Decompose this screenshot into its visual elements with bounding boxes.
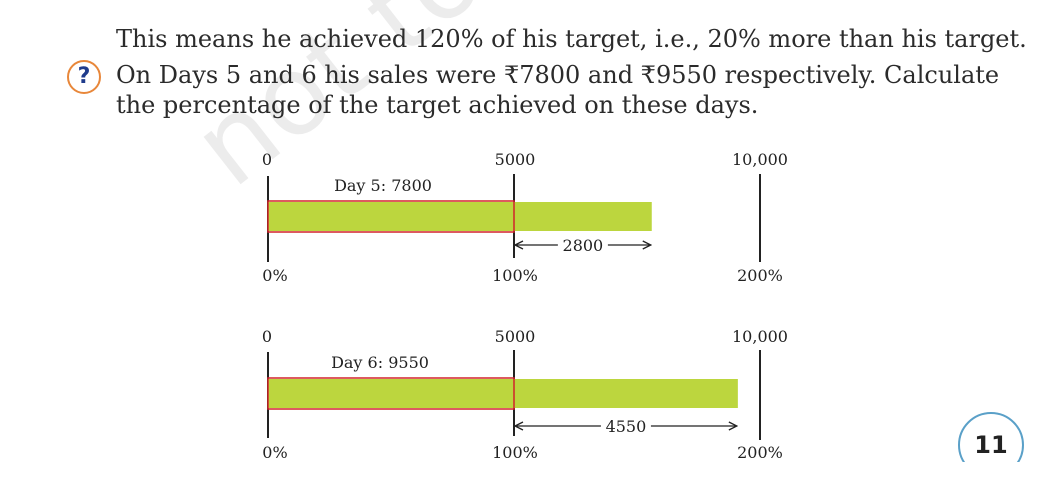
pct-left-label: 0% bbox=[262, 443, 287, 462]
scale-left-label: 0 bbox=[262, 327, 272, 346]
question-line-1: On Days 5 and 6 his sales were ₹7800 and… bbox=[116, 61, 1000, 89]
extra-label: 2800 bbox=[563, 236, 604, 255]
day5-diagram: 0 5000 10,000 Day 5: 7800 2800 0% 100% 2… bbox=[262, 150, 788, 285]
extra-label-bg bbox=[600, 416, 651, 436]
day6-diagram: 0 5000 10,000 Day 6: 9550 4550 0% 100% 2… bbox=[262, 327, 788, 462]
pct-right-label: 200% bbox=[737, 266, 783, 285]
page-number-mask bbox=[950, 462, 1040, 488]
scale-mid-label: 5000 bbox=[495, 150, 536, 169]
pct-right-label: 200% bbox=[737, 443, 783, 462]
pct-mid-label: 100% bbox=[492, 266, 538, 285]
sales-bar bbox=[268, 379, 738, 408]
sales-bar bbox=[268, 202, 652, 231]
scale-mid-label: 5000 bbox=[495, 327, 536, 346]
question-line-2: the percentage of the target achieved on… bbox=[116, 91, 759, 119]
scale-left-label: 0 bbox=[262, 150, 272, 169]
question-mark-circle-icon: ? bbox=[67, 60, 101, 94]
paragraph-line: This means he achieved 120% of his targe… bbox=[116, 25, 1027, 53]
scale-right-label: 10,000 bbox=[732, 150, 788, 169]
pct-mid-label: 100% bbox=[492, 443, 538, 462]
pct-left-label: 0% bbox=[262, 266, 287, 285]
bar-label: Day 6: 9550 bbox=[331, 353, 429, 372]
extra-label-bg bbox=[557, 235, 608, 255]
bar-label: Day 5: 7800 bbox=[334, 176, 432, 195]
scale-right-label: 10,000 bbox=[732, 327, 788, 346]
extra-label: 4550 bbox=[606, 417, 647, 436]
target-outline bbox=[267, 200, 515, 233]
target-outline bbox=[267, 377, 515, 410]
